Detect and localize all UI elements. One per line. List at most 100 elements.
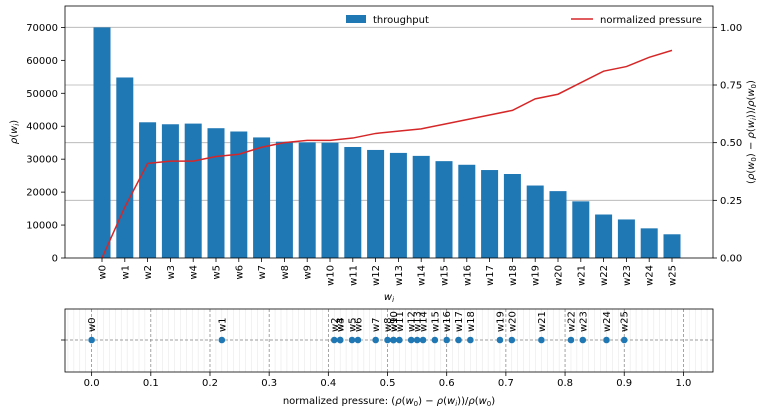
x-tick-label: w4 [189, 265, 200, 280]
point-w13 [413, 336, 421, 344]
x-tick-label: w16 [462, 265, 473, 286]
bottom-x-axis-label: normalized pressure: (ρ(w0) − ρ(wi))/ρ(w… [283, 396, 495, 408]
x-tick-label: w12 [371, 265, 382, 286]
left-y-tick-label: 60000 [26, 56, 58, 67]
x-tick-label: w0 [98, 265, 109, 280]
bar-w25 [663, 234, 681, 258]
point-w8 [384, 336, 391, 344]
point-w4 [336, 336, 344, 344]
point-w6 [354, 336, 362, 344]
x-tick-label: w9 [303, 265, 314, 280]
left-y-tick-label: 50000 [26, 89, 58, 100]
legend-throughput: throughput [346, 15, 429, 26]
top-chart: 0 10000 20000 30000 40000 50000 60000 70000 0.0… [9, 5, 758, 304]
bar-w7 [253, 137, 271, 258]
point-label-w22: w22 [566, 311, 577, 332]
bottom-minor-gridlines [67, 309, 714, 372]
bottom-x-tick-label: 0.4 [320, 378, 336, 389]
x-tick-label: w5 [212, 265, 223, 280]
bar-w11 [344, 146, 362, 258]
point-label-w11: w11 [395, 311, 406, 332]
x-tick-label: w17 [485, 265, 496, 286]
left-y-tick-label: 10000 [26, 221, 58, 232]
left-y-axis-ticks: 0 10000 20000 30000 40000 50000 60000 70000 [26, 23, 65, 265]
point-label-w23: w23 [578, 311, 589, 332]
left-y-tick-label: 70000 [26, 23, 58, 34]
left-y-tick-label: 20000 [26, 188, 58, 199]
legend-throughput-label: throughput [373, 15, 429, 26]
right-y-tick-label: 1.00 [720, 23, 742, 34]
point-w10 [390, 336, 397, 344]
bar-w6 [230, 131, 248, 258]
bar-w14 [412, 155, 430, 258]
point-label-w21: w21 [537, 311, 548, 332]
bottom-x-tick-label: 0.2 [202, 378, 218, 389]
bar-w21 [572, 201, 590, 258]
bottom-x-tick-label: 0.0 [84, 378, 100, 389]
point-w12 [407, 336, 415, 344]
bar-w16 [458, 164, 476, 258]
point-label-w24: w24 [602, 311, 613, 332]
x-tick-label: w11 [348, 265, 359, 286]
point-label-w4: w4 [336, 317, 347, 332]
bar-w4 [184, 123, 202, 258]
point-w22 [567, 336, 575, 344]
bottom-x-tick-label: 1.0 [675, 378, 691, 389]
point-w5 [348, 336, 356, 344]
x-tick-label: w13 [394, 265, 405, 286]
x-tick-label: w25 [668, 265, 679, 286]
bar-w19 [526, 185, 544, 258]
left-y-tick-label: 30000 [26, 155, 58, 166]
point-label-w8: w8 [383, 317, 394, 332]
x-tick-label: w14 [417, 265, 428, 286]
right-y-tick-label: 0.50 [720, 138, 742, 149]
right-y-tick-label: 0.00 [720, 254, 742, 265]
bottom-x-tick-label: 0.8 [557, 378, 573, 389]
x-tick-label: w24 [645, 265, 656, 286]
x-tick-label: w23 [622, 265, 633, 286]
bottom-x-tick-label: 0.7 [498, 378, 514, 389]
point-label-w18: w18 [466, 311, 477, 332]
top-x-axis-label: wi [384, 292, 394, 304]
bar-w8 [275, 141, 293, 258]
x-axis-ticks: w0 w1 w2 w3 w4 w5 w6 w7 w8 w9 w10 w11 w12 w13 w14 w15 w1… [98, 258, 679, 286]
point-w1 [218, 336, 226, 344]
point-w24 [603, 336, 610, 344]
point-label-w6: w6 [353, 317, 364, 332]
point-label-w15: w15 [430, 311, 441, 332]
bar-w10 [321, 142, 339, 258]
right-y-axis-ticks: 0.00 0.25 0.50 0.75 1.00 [713, 23, 742, 265]
point-label-w25: w25 [620, 311, 631, 332]
bar-w17 [481, 170, 499, 258]
point-w15 [431, 336, 439, 344]
right-y-tick-label: 0.25 [720, 196, 742, 207]
bottom-x-tick-label: 0.5 [380, 378, 396, 389]
pressure-points [88, 336, 628, 344]
point-w18 [467, 336, 474, 344]
x-tick-label: w2 [143, 265, 154, 280]
point-w14 [419, 336, 427, 344]
point-label-w19: w19 [495, 311, 506, 332]
point-label-w14: w14 [419, 311, 430, 332]
bar-w3 [161, 124, 179, 259]
bottom-x-axis-ticks: 0.0 0.1 0.2 0.3 0.4 0.5 0.6 0.7 0.8 0.9 1.0 [84, 372, 691, 389]
point-w19 [496, 336, 504, 344]
point-label-w0: w0 [87, 317, 98, 332]
x-tick-label: w20 [554, 265, 565, 286]
left-y-tick-label: 0 [52, 254, 58, 265]
x-tick-label: w22 [599, 265, 610, 286]
left-y-tick-label: 40000 [26, 122, 58, 133]
bar-w9 [298, 142, 316, 258]
point-w0 [88, 336, 95, 344]
legend-normalized-pressure: normalized pressure [571, 15, 702, 26]
bar-w5 [207, 128, 225, 258]
bottom-x-tick-label: 0.6 [439, 378, 455, 389]
point-label-w1: w1 [217, 317, 228, 332]
x-tick-label: w1 [120, 265, 131, 280]
point-label-w3: w3 [336, 317, 347, 332]
legend-pressure-label: normalized pressure [600, 15, 702, 26]
x-tick-label: w21 [576, 265, 587, 286]
bar-w18 [503, 174, 521, 258]
